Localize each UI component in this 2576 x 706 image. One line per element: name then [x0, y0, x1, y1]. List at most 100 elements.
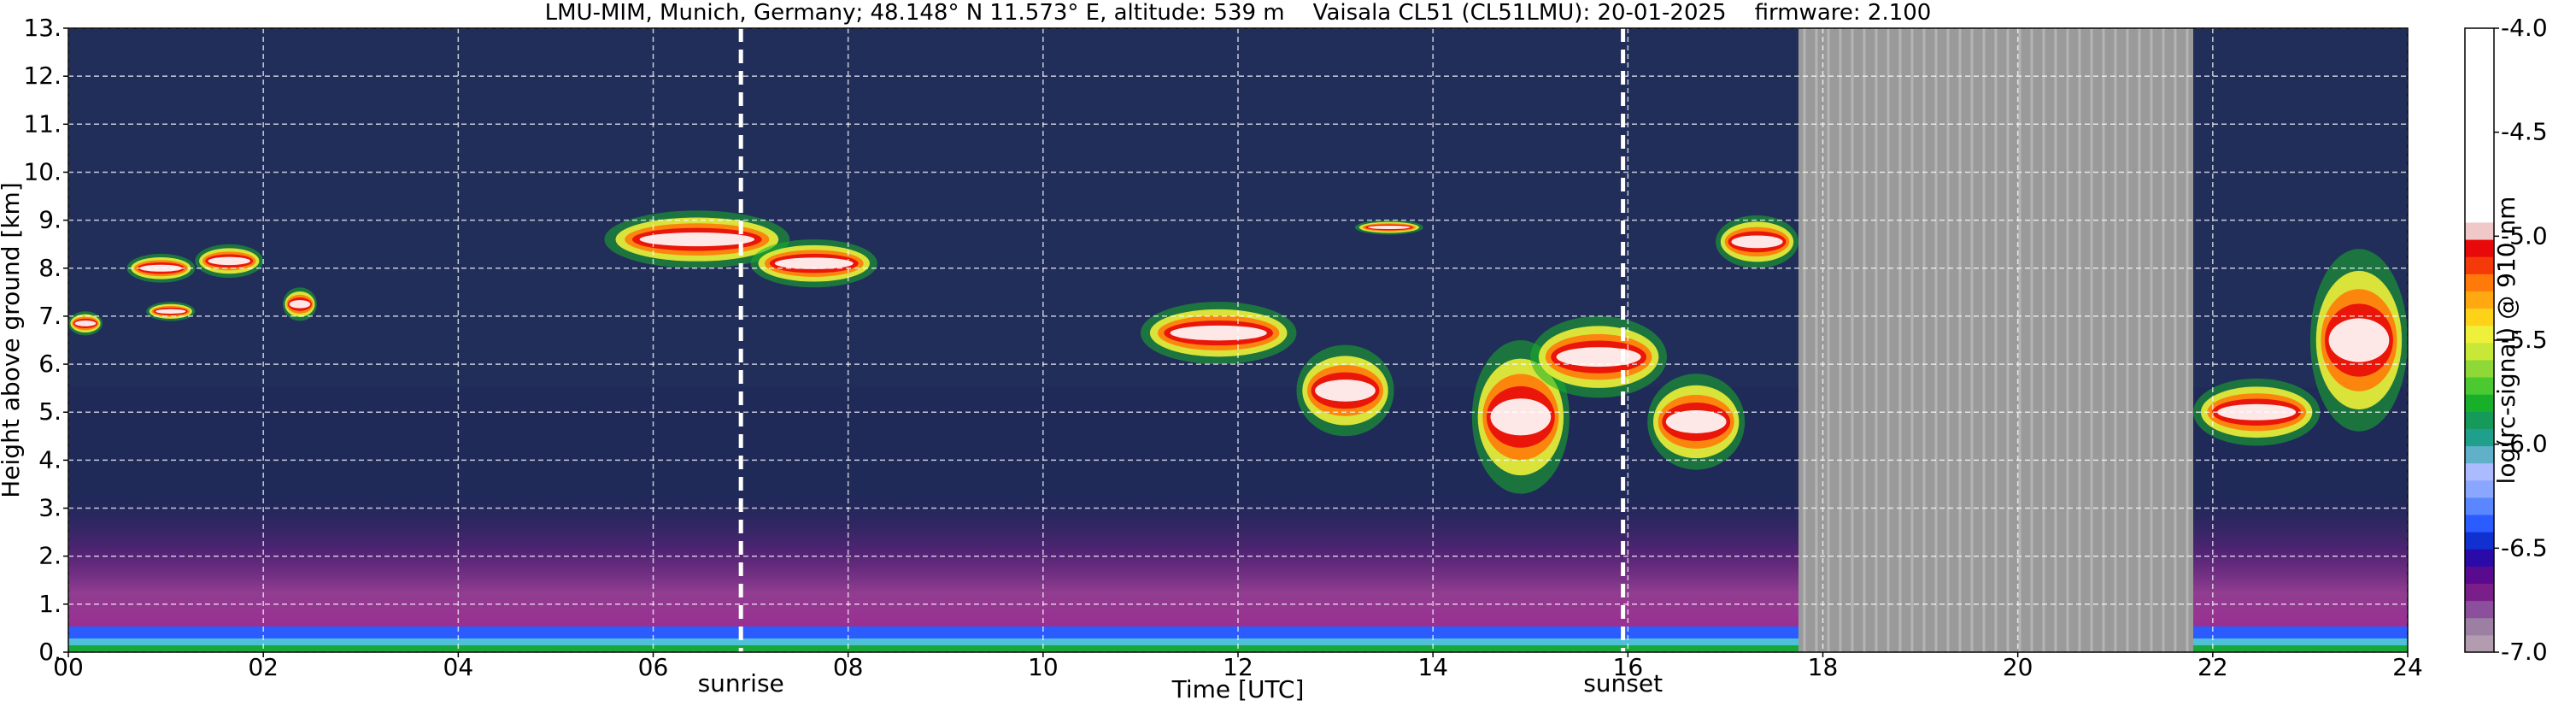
colorbar-tick-label: -5.5	[2501, 326, 2548, 354]
x-tick-label: 12	[1223, 653, 1253, 681]
cloud-layers	[68, 210, 2408, 494]
colorbar-tick-label: -7.0	[2501, 638, 2548, 666]
colorbar-swatch	[2465, 532, 2494, 550]
marker-label: sunrise	[698, 669, 784, 697]
colorbar-swatch	[2465, 634, 2494, 653]
colorbar-tick-label: -4.5	[2501, 118, 2548, 146]
cloud-layer	[282, 287, 317, 321]
y-tick-label: 10.	[23, 157, 62, 185]
marker-labels: sunrise sunset	[698, 669, 1664, 697]
cloud-band	[1665, 409, 1727, 433]
colorbar-swatch	[2465, 600, 2494, 619]
cloud-band	[1170, 325, 1267, 341]
y-tick-label: 8.	[38, 254, 62, 282]
sun-markers	[738, 28, 1626, 652]
cloud-layer	[604, 210, 790, 268]
colorbar-swatch	[2465, 359, 2494, 378]
x-tick-label: 10	[1028, 653, 1059, 681]
cloud-layer	[750, 239, 877, 288]
colorbar-swatch	[2465, 204, 2494, 223]
cloud-layer	[1296, 344, 1394, 437]
colorbar-swatch	[2465, 566, 2494, 585]
colorbar-swatch	[2465, 394, 2494, 412]
cloud-band	[208, 256, 250, 266]
y-tick-label: 3.	[38, 494, 62, 522]
x-tick-label: 00	[53, 653, 84, 681]
y-tick-label: 13.	[23, 14, 62, 42]
x-tick-label: 06	[638, 653, 669, 681]
colorbar-swatch	[2465, 221, 2494, 240]
x-tick-label: 24	[2392, 653, 2423, 681]
cloud-layer	[1354, 220, 1423, 235]
cloud-band	[1315, 379, 1376, 402]
colorbar-tick-label: -5.0	[2501, 221, 2548, 250]
x-axis-label: Time [UTC]	[1171, 675, 1305, 703]
cloud-band	[155, 309, 186, 315]
colorbar-swatch	[2465, 549, 2494, 567]
x-tick-label: 20	[2003, 653, 2033, 681]
x-tick-label: 04	[443, 653, 474, 681]
colorbar: -4.0 -4.5 -5.0 -5.5 -6.0 -6.5 -7.0	[2464, 14, 2548, 666]
y-tick-label: 12.	[23, 62, 62, 90]
x-tick-label: 22	[2198, 653, 2228, 681]
y-tick-label: 5.	[38, 397, 62, 426]
y-tick-label: 4.	[38, 445, 62, 474]
x-tick-label: 18	[1808, 653, 1839, 681]
x-tick-label: 02	[248, 653, 279, 681]
cloud-band	[139, 264, 183, 272]
x-axis-ticks: 00 02 04 06 08 10 12 14 16 18 20 22 24	[53, 652, 2423, 681]
colorbar-swatch	[2465, 377, 2494, 395]
y-tick-label: 0.	[38, 638, 62, 666]
cloud-band	[1368, 226, 1411, 230]
marker-label: sunset	[1583, 669, 1663, 697]
cloud-layer	[1140, 302, 1297, 365]
y-axis-label: Height above ground [km]	[0, 182, 25, 498]
y-tick-label: 2.	[38, 542, 62, 570]
y-tick-label: 6.	[38, 350, 62, 378]
y-tick-label: 9.	[38, 206, 62, 234]
colorbar-swatch	[2465, 411, 2494, 429]
y-axis-ticks: 0. 1. 2. 3. 4. 5. 6. 7. 8. 9. 10. 11. 12. 13.	[23, 14, 68, 666]
colorbar-label: log(rc-signal) @ 910 nm	[2492, 197, 2520, 485]
colorbar-swatch	[2465, 497, 2494, 515]
colorbar-tick-label: -6.5	[2501, 533, 2548, 562]
colorbar-swatch	[2465, 462, 2494, 481]
cloud-band	[1556, 347, 1641, 368]
vertical-gridlines	[68, 28, 2408, 652]
cloud-band	[1490, 398, 1552, 436]
cloud-layer	[1716, 215, 1799, 268]
cloud-layer	[1647, 374, 1746, 470]
cloud-band	[2328, 318, 2390, 362]
colorbar-swatch	[2465, 479, 2494, 498]
cloud-band	[74, 320, 97, 327]
colorbar-tick-label: -4.0	[2501, 14, 2548, 42]
surface-layer-cyan	[68, 638, 2408, 645]
x-tick-label: 14	[1417, 653, 1448, 681]
x-tick-label: 08	[833, 653, 864, 681]
colorbar-swatch	[2465, 342, 2494, 361]
cloud-layer	[126, 253, 196, 283]
colorbar-swatch	[2465, 445, 2494, 464]
cloud-layer	[1530, 315, 1667, 398]
y-tick-label: 7.	[38, 302, 62, 330]
colorbar-swatch	[2465, 515, 2494, 532]
colorbar-swatch	[2465, 291, 2494, 309]
colorbar-swatch	[2465, 583, 2494, 602]
cloud-band	[774, 257, 854, 269]
data-gaps	[1798, 28, 2194, 652]
colorbar-swatch	[2465, 325, 2494, 344]
cloud-layer	[2309, 249, 2408, 432]
cloud-layer	[195, 244, 264, 278]
colorbar-swatch	[2465, 274, 2494, 291]
cloud-band	[1731, 235, 1783, 249]
x-tick-label: 16	[1613, 653, 1644, 681]
y-tick-label: 1.	[38, 590, 62, 618]
cloud-band	[289, 300, 311, 309]
y-tick-label: 11.	[23, 109, 62, 138]
colorbar-swatch	[2465, 239, 2494, 257]
cloud-band	[639, 232, 755, 247]
colorbar-swatch	[2465, 256, 2494, 274]
colorbar-swatch	[2465, 428, 2494, 447]
colorbar-swatch	[2465, 308, 2494, 327]
